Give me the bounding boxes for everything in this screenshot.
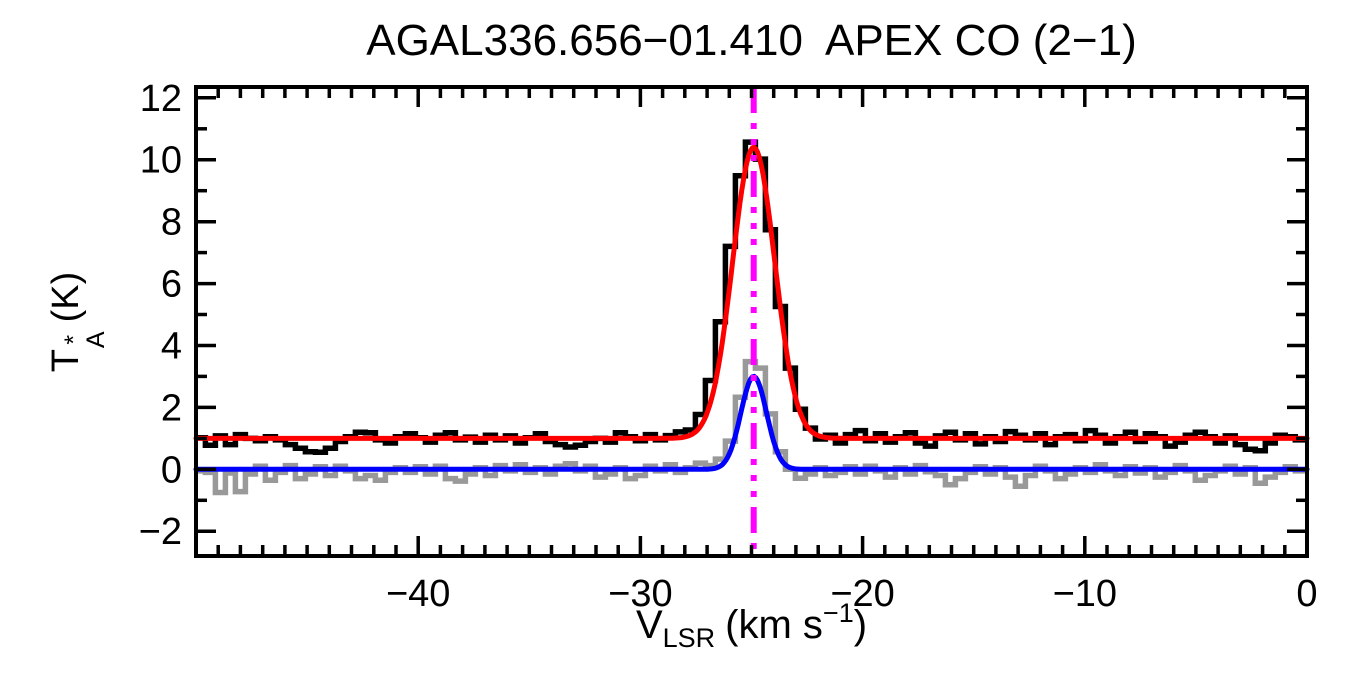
residual-spectrum-histogram [196,358,1306,496]
observed-co-spectrum-histogram [196,139,1306,456]
y-tick-label: 8 [161,202,182,244]
y-axis-label-supsub: * A [60,331,110,349]
y-axis-label-unit: (K) [45,271,87,323]
x-tick-label: −10 [1053,573,1117,615]
y-tick-label: 4 [161,326,182,368]
chart-title: AGAL336.656−01.410 APEX CO (2−1) [366,16,1137,65]
gaussian-fit-observed-curve [193,144,1310,441]
y-axis-label-base: T [45,349,87,373]
y-tick-label: 12 [140,78,182,120]
x-axis-unit-close: ) [853,603,868,647]
y-axis-label: T * A (K) [45,271,110,373]
gaussian-fit-residual-curve [193,373,1310,472]
x-axis-label-base: V [635,603,663,647]
y-tick-label: 2 [161,387,182,429]
x-axis-label: VLSR (km s−1) [196,598,1307,654]
x-tick-label: 0 [1296,573,1317,615]
y-axis-label-subscript: A [82,331,110,349]
y-tick-label: 10 [140,140,182,182]
x-tick-label: −40 [386,573,450,615]
x-tick-label: −30 [608,573,672,615]
y-tick-label: −2 [139,511,182,553]
y-tick-label: 0 [161,449,182,491]
x-tick-label: −20 [830,573,894,615]
x-axis-label-unit: (km s−1) [725,598,868,647]
x-axis-unit-open: (km s [725,603,823,647]
y-tick-label: 6 [161,264,182,306]
x-axis-unit-exponent: −1 [822,598,854,628]
x-axis-label-subscript: LSR [662,623,716,653]
